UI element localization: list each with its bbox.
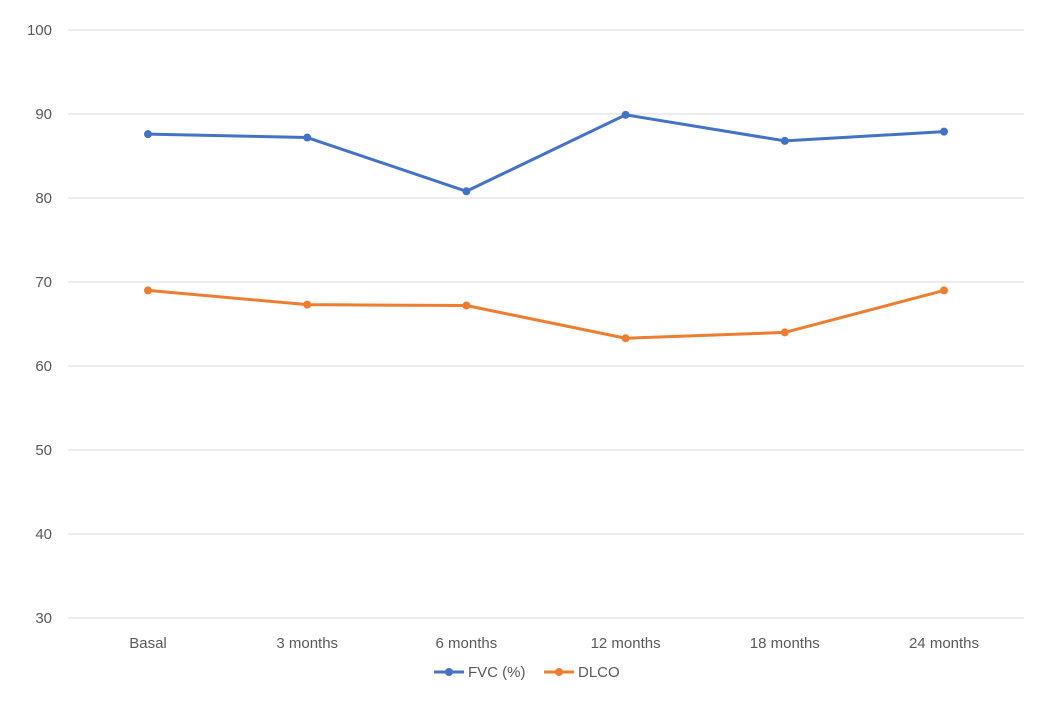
x-tick-label: 18 months	[750, 635, 820, 652]
y-tick-label: 30	[35, 610, 52, 627]
data-point	[780, 328, 789, 337]
data-point	[940, 127, 948, 136]
series-dlco	[144, 286, 948, 343]
y-tick-label: 70	[35, 274, 52, 291]
series-lines	[144, 110, 948, 343]
y-tick-label: 60	[35, 358, 52, 375]
legend-item: DLCO	[544, 664, 620, 681]
series-line	[146, 288, 946, 340]
y-tick-label: 80	[35, 190, 52, 207]
data-point	[303, 300, 312, 309]
x-tick-label: 12 months	[591, 635, 661, 652]
data-point	[462, 187, 471, 196]
y-tick-label: 100	[27, 22, 52, 39]
legend: FVC (%) DLCO	[434, 664, 620, 681]
x-tick-label: Basal	[129, 635, 167, 652]
data-point	[144, 286, 152, 295]
series-line	[146, 113, 946, 193]
series-fvc	[144, 110, 948, 196]
y-tick-label: 40	[35, 526, 52, 543]
data-point	[144, 130, 152, 139]
y-tick-label: 50	[35, 442, 52, 459]
legend-item: FVC (%)	[434, 664, 526, 681]
legend-swatch-marker	[555, 668, 563, 676]
data-point	[621, 110, 630, 119]
legend-label: DLCO	[578, 664, 620, 681]
legend-label: FVC (%)	[468, 664, 526, 681]
y-tick-label: 90	[35, 106, 52, 123]
data-point	[780, 136, 789, 145]
x-tick-label: 6 months	[436, 635, 498, 652]
data-point	[303, 133, 312, 142]
x-tick-label: 3 months	[276, 635, 338, 652]
data-point	[940, 286, 948, 295]
gridlines	[68, 29, 1024, 619]
y-axis-ticks: 30 40 50 60 70 80 90 100	[27, 22, 52, 627]
data-point	[462, 301, 471, 310]
x-tick-label: 24 months	[909, 635, 979, 652]
legend-swatch-marker	[445, 668, 453, 676]
x-axis-ticks: Basal 3 months 6 months 12 months 18 months 2…	[129, 635, 979, 652]
data-point	[621, 334, 630, 343]
